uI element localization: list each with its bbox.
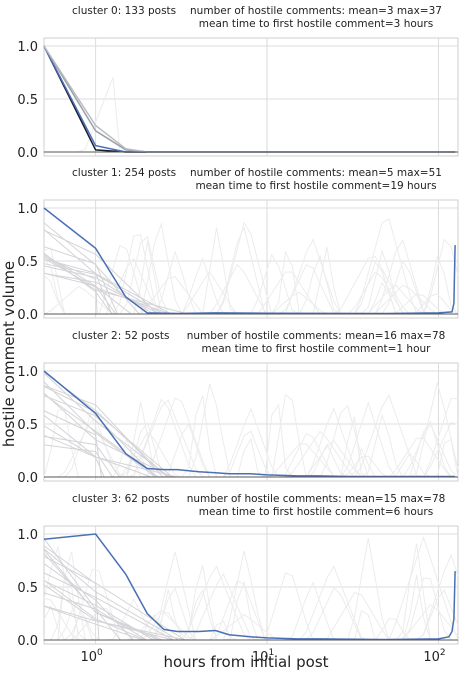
plot-area — [43, 37, 459, 157]
panel-title-right-line1: number of hostile comments: mean=3 max=3… — [190, 5, 442, 17]
panel-title-right-line2: mean time to first hostile comment=6 hou… — [199, 506, 433, 518]
panel-title-left: cluster 3: 62 posts — [72, 493, 169, 505]
panel-cluster-0: 0.0 0.5 1.0 cluster 0: 133 posts number of h… — [17, 5, 459, 161]
y-tick-label: 0.5 — [17, 581, 38, 596]
panel-title-right-line2: mean time to first hostile comment=3 hou… — [199, 18, 433, 30]
y-tick-label: 0.0 — [17, 146, 38, 161]
panel-title-right-line2: mean time to first hostile comment=1 hou… — [202, 343, 432, 355]
panel-cluster-3: 0.0 0.5 1.0 cluster 3: 62 posts number of ho… — [17, 493, 459, 649]
panel-cluster-1: 0.0 0.5 1.0 cluster 1: 254 posts number of h… — [17, 167, 459, 323]
y-tick-label: 0.0 — [17, 471, 38, 486]
y-tick-label: 0.5 — [17, 418, 38, 433]
x-tick-label: 101 — [252, 648, 274, 665]
series-line-0 — [43, 533, 456, 641]
y-axis-label: hostile comment volume — [0, 261, 18, 447]
panel-title-left: cluster 0: 133 posts — [72, 5, 176, 17]
panel-title-right-line1: number of hostile comments: mean=5 max=5… — [190, 167, 442, 179]
y-tick-label: 0.5 — [17, 93, 38, 108]
plot-area — [43, 525, 459, 645]
y-tick-label: 0.0 — [17, 634, 38, 649]
y-tick-label: 1.0 — [17, 202, 38, 217]
x-tick-label: 100 — [80, 648, 103, 665]
panel-title-left: cluster 2: 52 posts — [72, 330, 169, 342]
panel-title-right-line1: number of hostile comments: mean=15 max=… — [187, 493, 446, 505]
y-tick-label: 1.0 — [17, 40, 38, 55]
panel-title-right-line2: mean time to first hostile comment=19 ho… — [195, 180, 436, 192]
panel-cluster-2: 0.0 0.5 1.0 cluster 2: 52 posts number of ho… — [17, 330, 459, 486]
x-axis-label: hours from initial post — [163, 653, 328, 671]
y-tick-label: 0.5 — [17, 255, 38, 270]
x-tick-label: 102 — [423, 648, 445, 665]
y-tick-label: 1.0 — [17, 528, 38, 543]
y-tick-label: 0.0 — [17, 308, 38, 323]
panel-title-right-line1: number of hostile comments: mean=16 max=… — [187, 330, 446, 342]
panel-title-left: cluster 1: 254 posts — [72, 167, 176, 179]
y-tick-label: 1.0 — [17, 365, 38, 380]
series-line-0 — [43, 207, 456, 315]
